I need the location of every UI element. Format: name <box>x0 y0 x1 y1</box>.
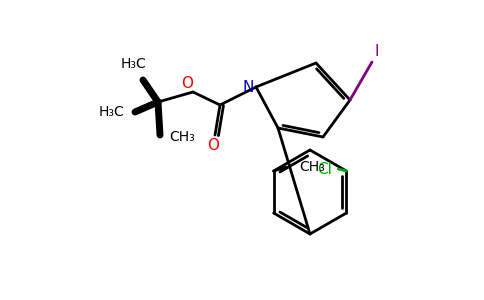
Text: CH₃: CH₃ <box>169 130 195 144</box>
Text: CH₃: CH₃ <box>299 160 324 174</box>
Text: H₃C: H₃C <box>98 105 124 119</box>
Text: Cl: Cl <box>317 161 332 176</box>
Text: O: O <box>181 76 193 91</box>
Text: I: I <box>375 44 379 59</box>
Text: N: N <box>242 80 254 94</box>
Text: O: O <box>207 137 219 152</box>
Text: H₃C: H₃C <box>121 57 147 71</box>
